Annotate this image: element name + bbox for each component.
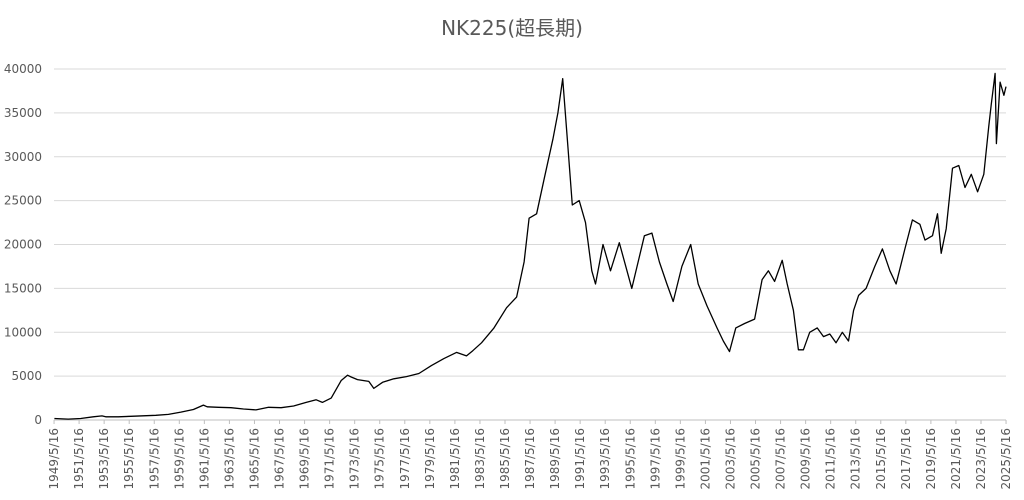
x-tick-label: 1973/5/16 [348, 428, 362, 490]
y-tick-label: 20000 [4, 238, 42, 252]
x-tick-label: 1981/5/16 [448, 428, 462, 490]
x-tick-label: 2005/5/16 [749, 428, 763, 490]
x-tick-label: 1957/5/16 [147, 428, 161, 490]
x-tick-label: 1975/5/16 [373, 428, 387, 490]
x-tick-label: 1991/5/16 [573, 428, 587, 490]
y-tick-label: 25000 [4, 194, 42, 208]
x-tick-label: 1977/5/16 [398, 428, 412, 490]
x-tick-label: 2017/5/16 [899, 428, 913, 490]
x-tick-label: 1955/5/16 [122, 428, 136, 490]
x-tick-label: 2009/5/16 [799, 428, 813, 490]
x-tick-label: 1965/5/16 [247, 428, 261, 490]
x-tick-label: 1983/5/16 [473, 428, 487, 490]
x-tick-label: 1999/5/16 [673, 428, 687, 490]
x-tick-label: 1995/5/16 [623, 428, 637, 490]
x-tick-label: 1997/5/16 [648, 428, 662, 490]
x-tick-label: 1969/5/16 [298, 428, 312, 490]
x-tick-label: 1963/5/16 [222, 428, 236, 490]
y-tick-label: 40000 [4, 62, 42, 76]
x-tick-label: 1953/5/16 [97, 428, 111, 490]
y-tick-label: 0 [34, 413, 42, 427]
x-tick-label: 1961/5/16 [197, 428, 211, 490]
x-tick-label: 2019/5/16 [924, 428, 938, 490]
x-tick-label: 2003/5/16 [723, 428, 737, 490]
x-tick-label: 2013/5/16 [849, 428, 863, 490]
x-tick-label: 1959/5/16 [172, 428, 186, 490]
x-tick-label: 1971/5/16 [323, 428, 337, 490]
x-tick-label: 1967/5/16 [273, 428, 287, 490]
x-tick-label: 1989/5/16 [548, 428, 562, 490]
x-tick-label: 2007/5/16 [774, 428, 788, 490]
x-tick-label: 2025/5/16 [999, 428, 1013, 490]
x-tick-label: 1993/5/16 [598, 428, 612, 490]
chart-title: NK225(超長期) [441, 16, 583, 40]
y-tick-label: 35000 [4, 106, 42, 120]
x-tick-label: 2021/5/16 [949, 428, 963, 490]
x-tick-label: 1985/5/16 [498, 428, 512, 490]
x-tick-label: 2001/5/16 [698, 428, 712, 490]
x-tick-label: 2023/5/16 [974, 428, 988, 490]
x-tick-label: 1949/5/16 [47, 428, 61, 490]
x-tick-label: 1979/5/16 [423, 428, 437, 490]
x-tick-label: 2011/5/16 [824, 428, 838, 490]
y-tick-label: 5000 [11, 369, 42, 383]
x-tick-label: 1951/5/16 [72, 428, 86, 490]
y-tick-label: 10000 [4, 325, 42, 339]
x-tick-label: 1987/5/16 [523, 428, 537, 490]
y-tick-label: 15000 [4, 281, 42, 295]
x-tick-label: 2015/5/16 [874, 428, 888, 490]
y-tick-label: 30000 [4, 150, 42, 164]
series-line [54, 72, 1007, 420]
